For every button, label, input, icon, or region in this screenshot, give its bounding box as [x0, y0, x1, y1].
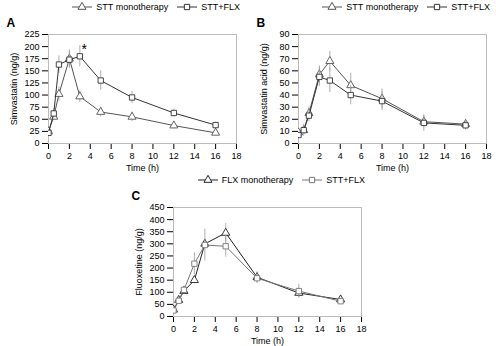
svg-text:80: 80 — [279, 41, 289, 51]
svg-text:125: 125 — [24, 78, 39, 88]
svg-text:4: 4 — [88, 151, 93, 161]
svg-text:2: 2 — [317, 151, 322, 161]
svg-text:16: 16 — [461, 151, 471, 161]
svg-text:450: 450 — [149, 202, 164, 212]
svg-text:16: 16 — [211, 151, 221, 161]
svg-text:0: 0 — [284, 138, 289, 148]
svg-text:175: 175 — [24, 54, 39, 64]
svg-text:10: 10 — [398, 151, 408, 161]
html-text:FLX monotherapy: FLX monotherapy — [221, 175, 294, 185]
svg-text:100: 100 — [24, 90, 39, 100]
svg-text:350: 350 — [149, 227, 164, 237]
svg-text:Time (h): Time (h) — [251, 336, 284, 346]
svg-text:0: 0 — [171, 324, 176, 334]
svg-text:300: 300 — [149, 239, 164, 249]
svg-text:18: 18 — [481, 151, 491, 161]
svg-text:16: 16 — [336, 324, 346, 334]
svg-text:50: 50 — [154, 299, 164, 309]
svg-text:75: 75 — [29, 102, 39, 112]
svg-text:8: 8 — [380, 151, 385, 161]
svg-text:Time (h): Time (h) — [376, 163, 409, 173]
svg-text:2: 2 — [192, 324, 197, 334]
svg-text:250: 250 — [149, 251, 164, 261]
svg-text:150: 150 — [24, 66, 39, 76]
svg-text:8: 8 — [255, 324, 260, 334]
svg-text:12: 12 — [419, 151, 429, 161]
svg-text:60: 60 — [279, 66, 289, 76]
svg-text:14: 14 — [440, 151, 450, 161]
svg-text:0: 0 — [296, 151, 301, 161]
html-text:STT+FLX: STT+FLX — [201, 2, 240, 12]
svg-text:6: 6 — [109, 151, 114, 161]
svg-text:6: 6 — [359, 151, 364, 161]
svg-text:C: C — [132, 189, 141, 203]
svg-text:B: B — [257, 16, 266, 30]
svg-text:40: 40 — [279, 90, 289, 100]
svg-text:0: 0 — [159, 311, 164, 321]
svg-text:14: 14 — [315, 324, 325, 334]
svg-text:200: 200 — [149, 263, 164, 273]
svg-text:4: 4 — [338, 151, 343, 161]
svg-text:4: 4 — [213, 324, 218, 334]
svg-text:30: 30 — [279, 102, 289, 112]
svg-text:0: 0 — [34, 138, 39, 148]
svg-text:Time (h): Time (h) — [126, 163, 159, 173]
svg-text:Simvastatin (ng/g): Simvastatin (ng/g) — [9, 53, 19, 126]
svg-text:18: 18 — [231, 151, 241, 161]
svg-text:2: 2 — [67, 151, 72, 161]
svg-text:25: 25 — [29, 126, 39, 136]
svg-text:10: 10 — [273, 324, 283, 334]
svg-text:12: 12 — [169, 151, 179, 161]
svg-text:70: 70 — [279, 54, 289, 64]
svg-text:*: * — [81, 41, 87, 57]
svg-text:8: 8 — [130, 151, 135, 161]
html-text:STT monotherapy: STT monotherapy — [96, 2, 169, 12]
html-text:STT+FLX: STT+FLX — [451, 2, 490, 12]
svg-text:90: 90 — [279, 29, 289, 39]
svg-text:400: 400 — [149, 214, 164, 224]
svg-text:50: 50 — [29, 114, 39, 124]
svg-text:0: 0 — [46, 151, 51, 161]
svg-text:14: 14 — [190, 151, 200, 161]
svg-text:50: 50 — [279, 78, 289, 88]
html-text:STT+FLX: STT+FLX — [326, 175, 365, 185]
svg-text:20: 20 — [279, 114, 289, 124]
svg-text:100: 100 — [149, 287, 164, 297]
svg-text:200: 200 — [24, 41, 39, 51]
svg-text:10: 10 — [279, 126, 289, 136]
svg-text:12: 12 — [294, 324, 304, 334]
svg-text:10: 10 — [148, 151, 158, 161]
svg-text:18: 18 — [356, 324, 366, 334]
svg-text:6: 6 — [234, 324, 239, 334]
html-text:STT monotherapy: STT monotherapy — [346, 2, 419, 12]
svg-text:Simvastatin acid (ng/g): Simvastatin acid (ng/g) — [259, 43, 269, 135]
svg-text:Fluoxetine (ng/g): Fluoxetine (ng/g) — [134, 228, 144, 296]
svg-text:150: 150 — [149, 275, 164, 285]
svg-text:225: 225 — [24, 29, 39, 39]
svg-text:A: A — [7, 16, 16, 30]
